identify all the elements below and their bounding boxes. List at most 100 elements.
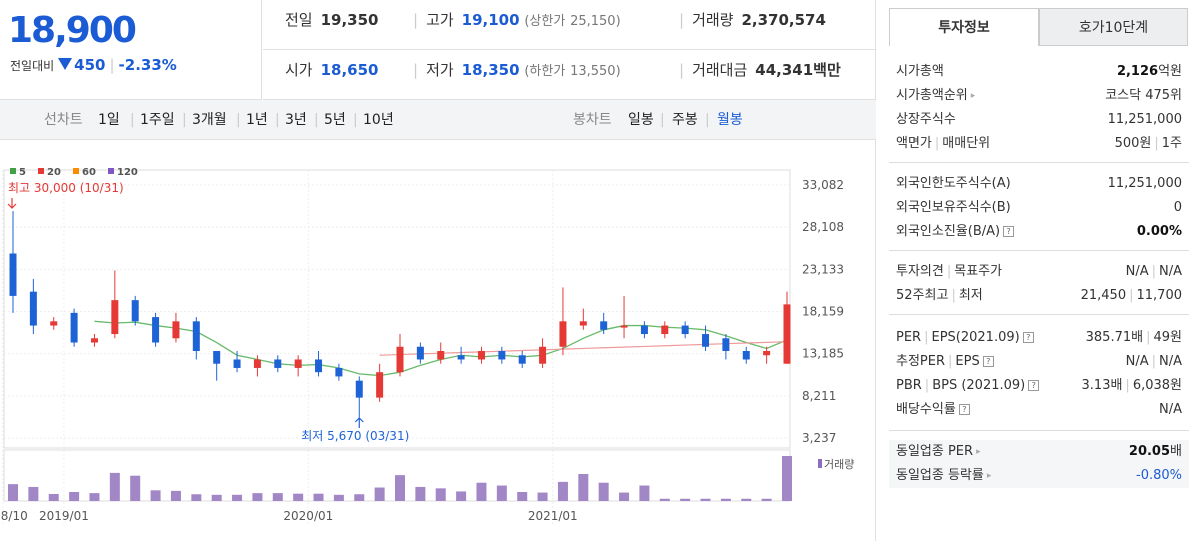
info-row[interactable]: 동일업종 등락률 ▸ -0.80% bbox=[896, 468, 1182, 483]
candle-body bbox=[783, 304, 791, 364]
legend-label: 60 bbox=[82, 167, 96, 178]
legend-label: 20 bbox=[47, 167, 61, 178]
period-1w[interactable]: 1주일 bbox=[140, 112, 175, 128]
help-icon[interactable]: ? bbox=[1028, 380, 1040, 391]
candle-body bbox=[416, 346, 424, 360]
legend-swatch bbox=[73, 168, 79, 174]
candle-daily[interactable]: 일봉 bbox=[628, 112, 654, 128]
volume-bar bbox=[374, 487, 385, 501]
open-price: 시가 18,650 bbox=[285, 61, 379, 79]
period-3m[interactable]: 3개월 bbox=[192, 112, 227, 128]
volume-bar bbox=[232, 494, 243, 501]
change-rate: -2.33% bbox=[118, 56, 177, 74]
candle-chart-label: 봉차트 bbox=[573, 112, 612, 128]
help-icon[interactable]: ? bbox=[982, 356, 994, 367]
candle-body bbox=[294, 359, 302, 368]
period-selector: 선차트 1일 | 1주일 | 3개월 | 1년 | 3년 | 5년 | 10년 … bbox=[0, 100, 876, 140]
candle-body bbox=[376, 372, 384, 398]
volume-bar bbox=[537, 492, 548, 501]
info-row: 외국인한도주식수(A) 11,251,000 bbox=[896, 176, 1182, 191]
help-icon[interactable]: ? bbox=[1003, 226, 1015, 237]
candle-body bbox=[152, 317, 160, 343]
tab-orderbook[interactable]: 호가10단계 bbox=[1039, 8, 1188, 46]
candle-body bbox=[192, 321, 200, 351]
ma20-line bbox=[379, 341, 788, 356]
info-row: PBR | BPS (2021.09)? 3.13배 | 6,038원 bbox=[896, 378, 1182, 393]
volume-bar bbox=[293, 493, 304, 501]
info-row: PER | EPS(2021.09)? 385.71배 | 49원 bbox=[896, 330, 1182, 345]
y-tick-label: 3,237 bbox=[802, 431, 836, 445]
volume-bar bbox=[395, 475, 405, 501]
candle-body bbox=[274, 359, 282, 368]
candle-body bbox=[213, 350, 221, 364]
volume-bar bbox=[680, 498, 691, 501]
volume-bar bbox=[700, 498, 711, 501]
volume-bar bbox=[313, 493, 324, 501]
candle-body bbox=[29, 291, 37, 326]
candle-body bbox=[579, 321, 587, 326]
candle-body bbox=[742, 350, 750, 360]
arrow-down-icon bbox=[7, 198, 17, 209]
info-row: 외국인보유주식수(B) 0 bbox=[896, 200, 1182, 215]
candle-body bbox=[131, 300, 139, 322]
high-annotation: 최고 30,000 (10/31) bbox=[8, 181, 124, 195]
volume-bar bbox=[720, 498, 731, 501]
arrow-right-icon: ▸ bbox=[976, 447, 981, 457]
candle-body bbox=[70, 312, 78, 343]
y-tick-label: 8,211 bbox=[802, 389, 836, 403]
candle-body bbox=[315, 359, 323, 373]
info-row[interactable]: 동일업종 PER ▸ 20.05배 bbox=[896, 444, 1182, 459]
quote-table: 전일 19,350 | 고가 19,100 (상한가 25,150) | 거래량 2,37… bbox=[263, 0, 876, 100]
info-group-opinion: 투자의견 | 목표주가 N/A | N/A 52주최고 | 최저 21,450 | 11,700 bbox=[896, 260, 1182, 308]
candlestick-chart: 33,082 28,108 23,133 18,159 13,185 8,211 3,237… bbox=[0, 140, 876, 541]
y-tick-label: 33,082 bbox=[802, 178, 844, 192]
x-tick-label: 2021/01 bbox=[528, 509, 578, 523]
volume-bar bbox=[109, 472, 120, 501]
separator: | bbox=[109, 56, 115, 74]
period-5y[interactable]: 5년 bbox=[324, 112, 346, 128]
legend-label: 120 bbox=[117, 167, 138, 178]
candle-body bbox=[681, 325, 689, 335]
volume-bar bbox=[761, 498, 772, 501]
help-icon[interactable]: ? bbox=[958, 404, 970, 415]
volume-bar bbox=[659, 498, 670, 501]
legend-swatch bbox=[10, 168, 16, 174]
price-plot-frame bbox=[3, 169, 791, 449]
candle-body bbox=[355, 380, 363, 398]
info-tabs: 투자정보 호가10단계 bbox=[889, 8, 1188, 46]
help-icon[interactable]: ? bbox=[1022, 332, 1034, 343]
volume-bar bbox=[252, 493, 263, 501]
info-row: 배당수익률? N/A bbox=[896, 402, 1182, 417]
change-value: 450 bbox=[74, 56, 106, 74]
candle-body bbox=[539, 346, 547, 364]
volume-bar bbox=[598, 482, 609, 501]
period-10y[interactable]: 10년 bbox=[363, 112, 394, 128]
volume-bar bbox=[150, 490, 161, 501]
volume-legend-swatch bbox=[818, 459, 822, 468]
candle-body bbox=[518, 355, 526, 364]
candle-monthly[interactable]: 월봉 bbox=[717, 112, 743, 128]
x-tick-label: 2018/10 bbox=[0, 509, 28, 523]
day-high: | 고가 19,100 (상한가 25,150) bbox=[413, 11, 621, 29]
period-1y[interactable]: 1년 bbox=[246, 112, 268, 128]
divider bbox=[889, 162, 1189, 163]
info-row: 외국인소진율(B/A)? 0.00% bbox=[896, 224, 1182, 239]
volume-bar bbox=[333, 494, 344, 501]
info-row[interactable]: 시가총액순위 ▸ 코스닥 475위 bbox=[896, 88, 1182, 103]
tab-investment-info[interactable]: 투자정보 bbox=[889, 8, 1039, 46]
volume-bar bbox=[130, 475, 141, 501]
y-tick-label: 28,108 bbox=[802, 220, 844, 234]
volume-bar bbox=[415, 486, 426, 501]
y-tick-label: 13,185 bbox=[802, 347, 844, 361]
legend-swatch bbox=[38, 168, 44, 174]
candle-body bbox=[437, 350, 445, 360]
volume: | 거래량 2,370,574 bbox=[679, 11, 826, 29]
period-3y[interactable]: 3년 bbox=[285, 112, 307, 128]
candle-body bbox=[172, 321, 180, 339]
trade-amount: | 거래대금 44,341백만 bbox=[679, 61, 841, 79]
arrow-right-icon: ▸ bbox=[986, 471, 992, 481]
period-1d[interactable]: 1일 bbox=[98, 112, 120, 128]
candle-body bbox=[9, 253, 17, 296]
quote-row: 시가 18,650 | 저가 18,350 (하한가 13,550) | 거래대금 44,… bbox=[263, 50, 876, 100]
candle-weekly[interactable]: 주봉 bbox=[672, 112, 698, 128]
